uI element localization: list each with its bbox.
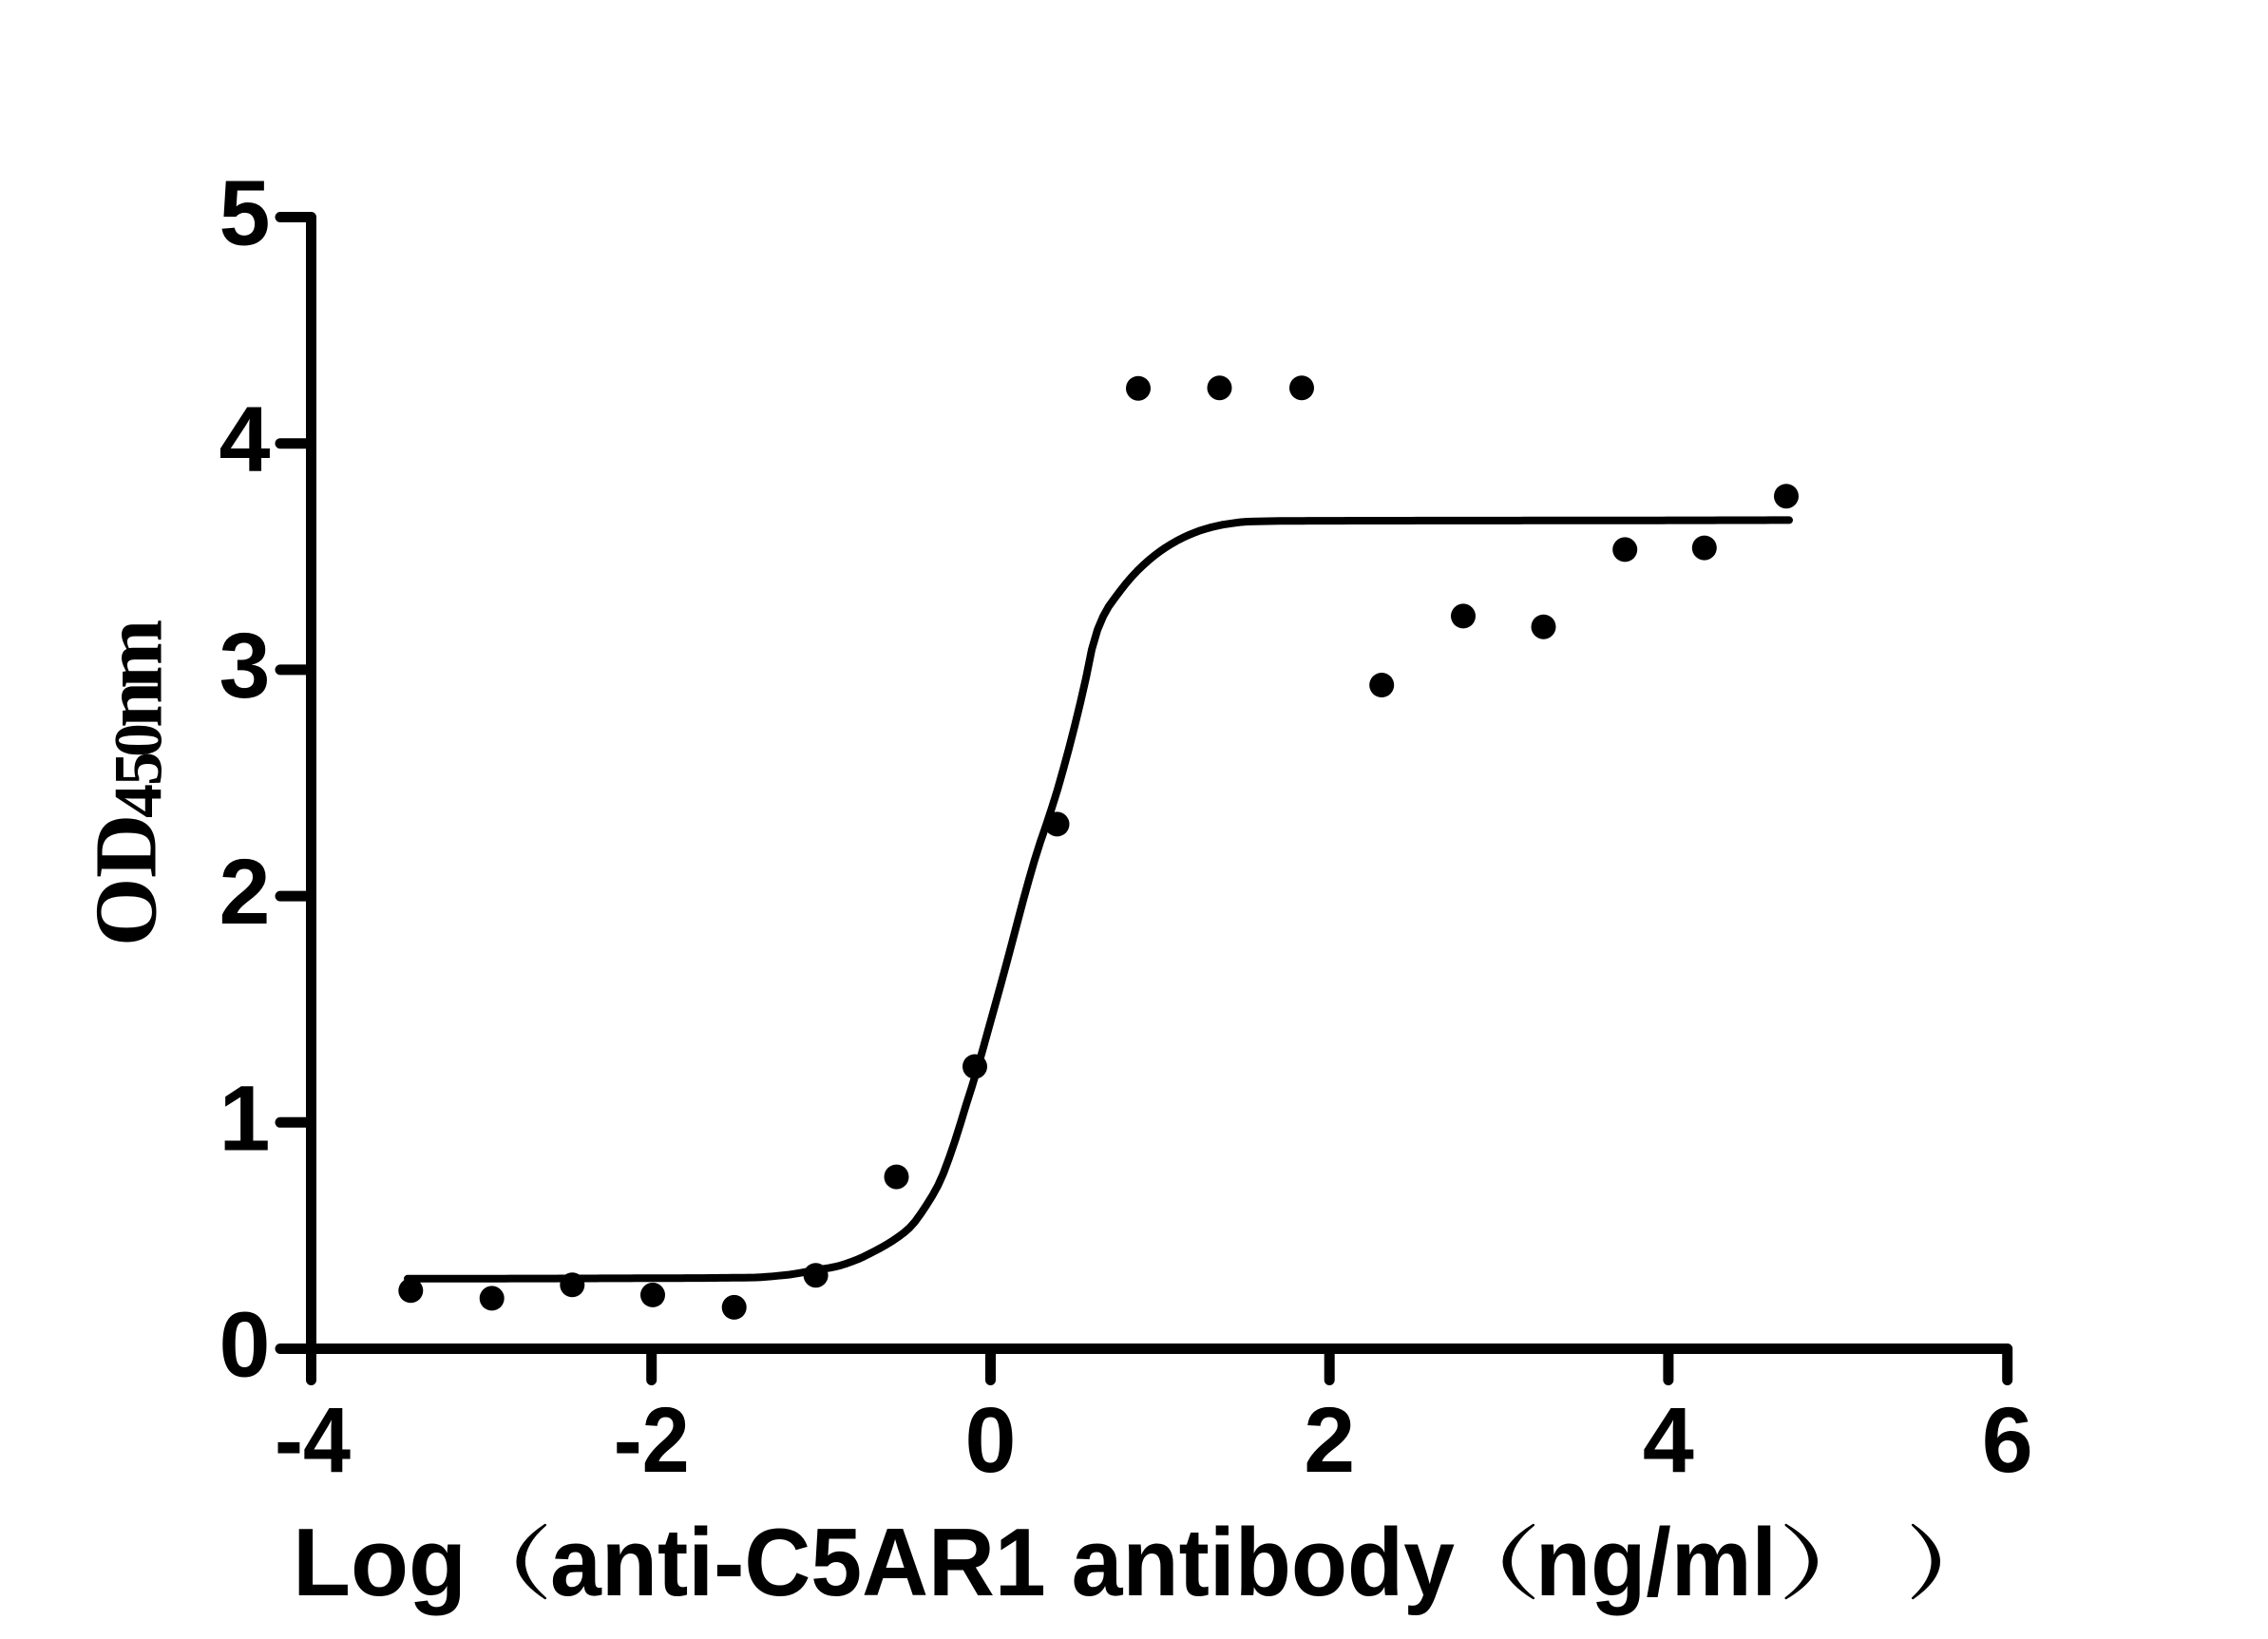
svg-text:0: 0 <box>965 1388 1017 1492</box>
svg-text:2: 2 <box>1304 1388 1355 1492</box>
svg-text:2: 2 <box>219 840 271 943</box>
svg-text:-2: -2 <box>614 1388 690 1492</box>
svg-text:4: 4 <box>1643 1388 1694 1492</box>
svg-text:6: 6 <box>1982 1388 2033 1492</box>
svg-text:OD450nm: OD450nm <box>78 619 181 946</box>
svg-text:3: 3 <box>219 614 271 717</box>
svg-text:anti-C5AR1 antibody: anti-C5AR1 antibody <box>550 1510 1455 1616</box>
svg-text:1: 1 <box>219 1066 271 1170</box>
svg-text:-4: -4 <box>275 1388 351 1492</box>
svg-text:Log: Log <box>293 1510 467 1616</box>
svg-text:4: 4 <box>219 388 271 491</box>
svg-text:0: 0 <box>219 1293 271 1397</box>
svg-text:ng/ml: ng/ml <box>1535 1510 1777 1616</box>
svg-text:5: 5 <box>219 162 271 265</box>
